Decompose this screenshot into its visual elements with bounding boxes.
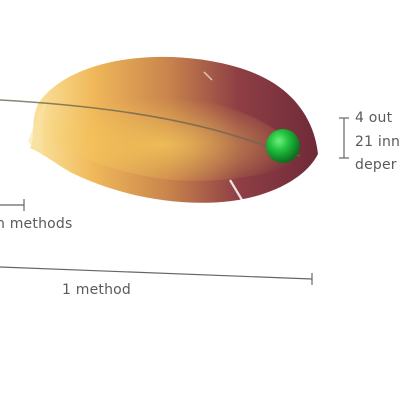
feather-icon: [0, 56, 318, 203]
methods-label: n methods: [0, 216, 73, 232]
right-annotation-line-1: 4 out: [355, 110, 393, 126]
dimension-lines: [0, 117, 349, 285]
green-dot-icon: [266, 129, 300, 163]
one-method-label: 1 method: [62, 282, 132, 298]
right-annotation-line-3: deper: [355, 157, 397, 173]
right-annotation-line-2: 21 inn: [355, 134, 400, 150]
one-method-line: [0, 266, 313, 280]
node-dot: [266, 129, 300, 163]
